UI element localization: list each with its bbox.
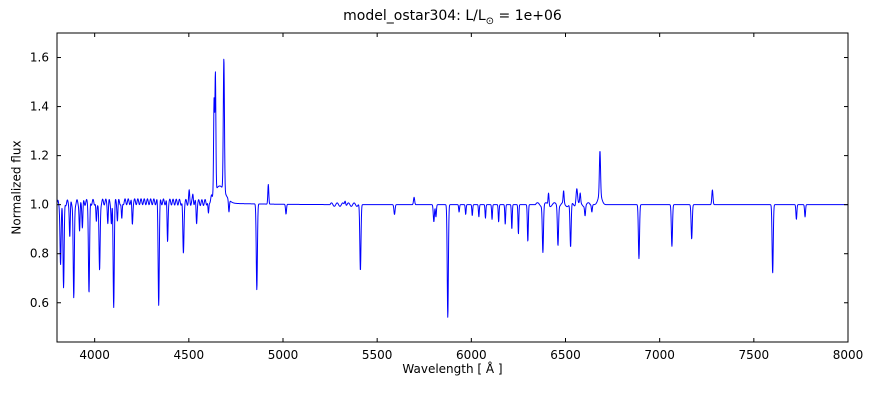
x-tick-label: 8000 [833,348,864,362]
x-tick-label: 5000 [268,348,299,362]
spectrum-line [57,58,848,318]
x-tick-label: 4500 [174,348,205,362]
y-tick-label: 1.0 [30,198,49,212]
y-tick-label: 1.6 [30,51,49,65]
chart-title-text: model_ostar304: L/L [343,8,486,24]
x-axis-label: Wavelength [ Å ] [402,362,503,376]
x-tick-label: 6500 [550,348,581,362]
x-tick-label: 4000 [79,348,110,362]
y-tick-label: 1.4 [30,100,49,114]
axes-frame [56,32,849,343]
y-axis-label: Normalized flux [9,140,24,235]
x-tick-label: 7000 [644,348,675,362]
chart-title-value: = 1e+06 [494,8,562,24]
y-tick-label: 0.8 [30,247,49,261]
x-tick-label: 7500 [739,348,770,362]
chart-title-odot-subscript: ⊙ [485,15,495,27]
x-tick-label: 5500 [362,348,393,362]
chart-title: model_ostar304: L/L⊙ = 1e+06 [57,8,848,27]
y-tick-label: 1.2 [30,149,49,163]
x-tick-label: 6000 [456,348,487,362]
y-tick-label: 0.6 [30,296,49,310]
